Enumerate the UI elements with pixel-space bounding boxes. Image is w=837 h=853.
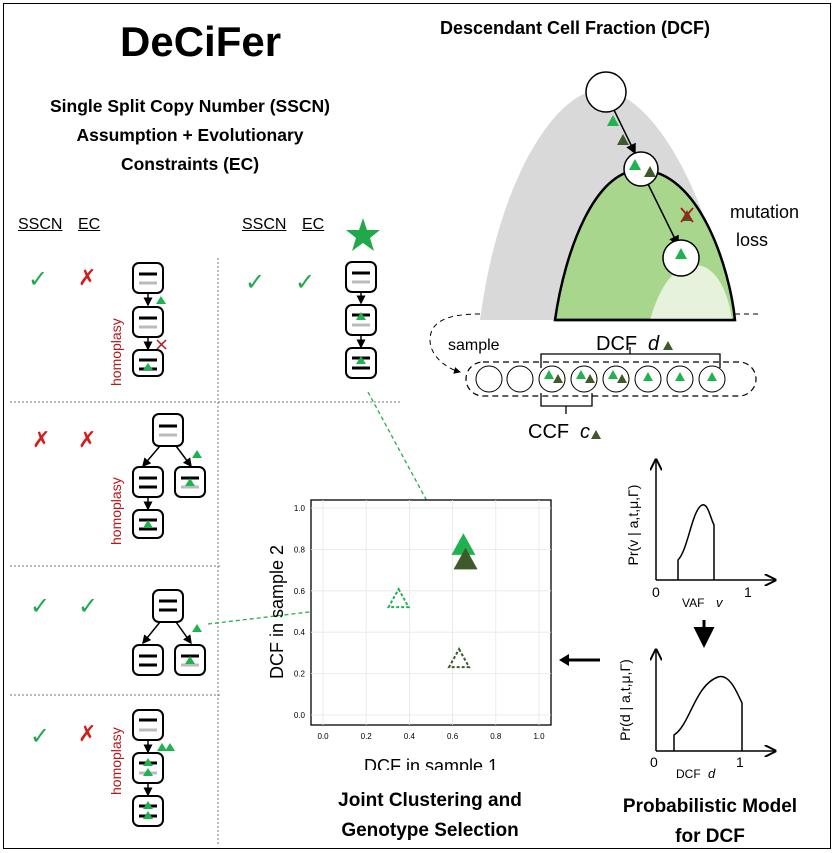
row3-ec-mark: ✓ [78, 593, 99, 620]
header-ec-right: EC [302, 216, 325, 233]
mutation-loss-2: loss [736, 230, 768, 250]
dcf-d-var: d [648, 333, 660, 355]
x-tick-label: 0.4 [404, 732, 416, 741]
bottom-xvar: d [708, 766, 716, 781]
star-icon [346, 218, 380, 251]
dcf-diagram: mutation loss sample DCF d CCF c [429, 71, 799, 443]
scatter-xlabel: DCF in sample 1 [364, 756, 498, 770]
model-caption: Probabilistic Model for DCF [590, 792, 830, 852]
scatter-plot: 0.0 0.2 0.4 0.6 0.8 1.0 0.0 0.2 0.4 0.6 0.8 1.0 DCF… [267, 499, 552, 770]
scatter-grid [311, 500, 551, 725]
subtitle-line-2: Assumption + Evolutionary [76, 125, 304, 145]
joint-caption: Joint Clustering and Genotype Selection [300, 786, 560, 846]
model-caption-line-2: for DCF [675, 826, 745, 847]
y-tick-label: 0.4 [294, 628, 306, 637]
scatter-point [447, 647, 471, 669]
tree-row1 [132, 262, 167, 377]
dcf-d-label: DCF [596, 333, 637, 355]
dcf-title: Descendant Cell Fraction (DCF) [440, 18, 711, 38]
y-tick-label: 0.0 [294, 711, 306, 720]
row2-sscn-mark: ✗ [32, 428, 51, 453]
sample-label: sample [448, 337, 500, 354]
bottom-xlabel: DCF [676, 767, 701, 781]
row5-ec-mark: ✓ [295, 269, 316, 296]
top-xlabel: VAF [682, 596, 704, 610]
model-plots: Pr(v | a,t,μ,Γ) 0 1 VAF v Pr(d | a,t,μ,Γ… [617, 455, 830, 781]
joint-caption-line-2: Genotype Selection [341, 820, 519, 841]
subtitle-line-1: Single Split Copy Number (SSCN) [49, 96, 331, 116]
subtitle: Single Split Copy Number (SSCN) Assumpti… [20, 92, 360, 179]
row4-sscn-mark: ✓ [30, 723, 51, 750]
top-ylabel: Pr(v | a,t,μ,Γ) [625, 485, 641, 566]
figure-title: DeCiFer [120, 18, 282, 65]
tree-row5 [345, 218, 380, 379]
subtitle-line-3: Constraints (EC) [120, 154, 260, 174]
header-sscn-left: SSCN [18, 216, 63, 233]
y-tick-label: 1.0 [294, 504, 306, 513]
x-tick-label: 0.8 [490, 732, 502, 741]
row2-ec-mark: ✗ [78, 428, 97, 453]
scatter-ylabel: DCF in sample 2 [267, 545, 287, 679]
tree-row2 [132, 413, 206, 539]
ccf-c-var: c [580, 421, 590, 443]
scatter-point [453, 547, 478, 570]
row3-sscn-mark: ✓ [30, 593, 51, 620]
y-tick-label: 0.2 [294, 670, 306, 679]
scatter-ticks: 0.0 0.2 0.4 0.6 0.8 1.0 0.0 0.2 0.4 0.6 0.8 1.0 [294, 504, 545, 741]
top-xvar: v [716, 595, 724, 610]
model-caption-line-1: Probabilistic Model [622, 796, 798, 817]
bottom-tick-0: 0 [650, 754, 658, 770]
top-tick-0: 0 [652, 584, 660, 600]
row1-sscn-mark: ✓ [28, 266, 49, 293]
y-tick-label: 0.8 [294, 545, 306, 554]
x-tick-label: 0.0 [317, 732, 329, 741]
scatter-point [451, 533, 476, 555]
bottom-tick-1: 1 [736, 754, 744, 770]
scatter-points [386, 533, 478, 669]
y-tick-label: 0.6 [294, 587, 306, 596]
top-tick-1: 1 [744, 584, 752, 600]
joint-caption-line-1: Joint Clustering and [338, 790, 522, 811]
tree-row4 [132, 709, 175, 827]
figure-frame [3, 3, 831, 849]
bottom-ylabel: Pr(d | a,t,μ,Γ) [617, 659, 633, 741]
x-tick-label: 1.0 [533, 732, 545, 741]
mutation-loss-1: mutation [730, 202, 799, 222]
header-sscn-right: SSCN [242, 216, 287, 233]
model-to-scatter-arrow [559, 654, 600, 666]
row5-sscn-mark: ✓ [245, 269, 266, 296]
row1-ec-mark: ✗ [78, 266, 97, 291]
scatter-frame [310, 499, 552, 726]
scatter-point [386, 587, 411, 609]
row4-ec-mark: ✗ [78, 722, 97, 747]
ccf-c-label: CCF [528, 421, 569, 443]
tree-row3 [132, 589, 206, 676]
header-ec-left: EC [78, 216, 101, 233]
x-tick-label: 0.2 [361, 732, 373, 741]
x-tick-label: 0.6 [447, 732, 459, 741]
